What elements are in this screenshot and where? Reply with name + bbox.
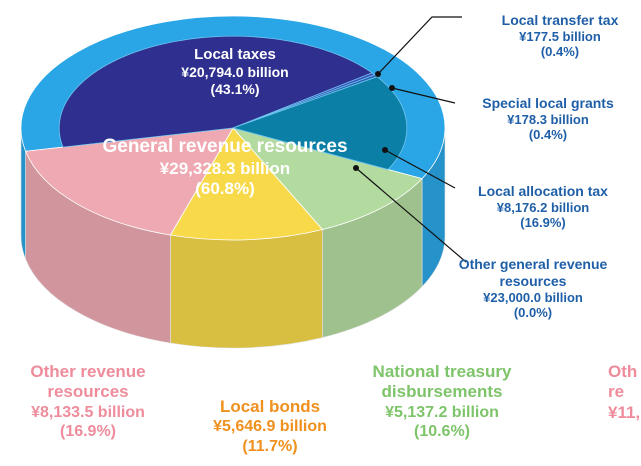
leader-line (391, 87, 456, 104)
slice-percent: (16.9%) (520, 215, 566, 231)
leader-dots (353, 71, 395, 171)
slice-label: Local taxes ¥20,794.0 billion (43.1%) (135, 46, 335, 98)
cropped-text: Oth (608, 362, 638, 381)
slice-percent: (11.7%) (242, 437, 298, 455)
slice-value: ¥5,646.9 billion (213, 418, 327, 436)
slice-value: ¥23,000.0 billion (483, 289, 583, 305)
slice-value: ¥177.5 billion (519, 28, 601, 44)
slice-name: Other revenue resources (30, 362, 146, 402)
pie-slice (231, 76, 408, 170)
slice-name: Local allocation tax (478, 183, 608, 199)
leader-line (384, 149, 456, 189)
group-label: General revenue resources ¥29,328.3 billi… (65, 136, 385, 200)
pie-side (170, 229, 323, 349)
slice-percent: (0.0%) (513, 305, 553, 321)
slice-label: Local allocation tax ¥8,176.2 billion (16.… (448, 183, 638, 231)
pie-slice (58, 35, 373, 148)
group-percent: (60.8%) (195, 179, 255, 199)
slice-value: ¥8,176.2 billion (496, 199, 590, 215)
slice-label: National treasury disbursements ¥5,137.2 … (347, 362, 537, 441)
slice-percent: (16.9%) (59, 422, 117, 440)
slice-name: Special local grants (482, 95, 614, 111)
slice-name: Other general revenue resources (458, 256, 608, 289)
cropped-text: ¥11, (608, 402, 641, 422)
slice-percent: (0.4%) (540, 44, 580, 60)
leader-dot (389, 85, 395, 91)
leader-dot (382, 147, 388, 153)
slice-name: Local bonds (219, 397, 321, 416)
leader-line (377, 16, 462, 75)
slice-label: Other general revenue resources ¥23,000.0… (458, 256, 608, 321)
group-name: General revenue resources (102, 136, 348, 157)
slice-value: ¥178.3 billion (507, 111, 589, 127)
cropped-text: re (608, 382, 625, 402)
leader-line (355, 167, 467, 263)
slice-percent: (10.6%) (413, 422, 471, 440)
slice-label: Special local grants ¥178.3 billion (0.4%) (453, 95, 641, 143)
pie-slice (169, 127, 324, 241)
slice-name: National treasury disbursements (372, 362, 512, 402)
slice-value: ¥5,137.2 billion (385, 403, 499, 421)
slice-percent: (0.4%) (528, 127, 568, 143)
slice-label: Other revenue resources ¥8,133.5 billion(… (8, 362, 168, 441)
pie-slice (25, 127, 234, 236)
group-value: ¥29,328.3 billion (159, 158, 291, 178)
pie-slice (231, 127, 423, 230)
slice-label: Local bonds ¥5,646.9 billion (11.7%) (180, 397, 360, 456)
cropped-label: Oth re ¥11, (608, 362, 641, 423)
slice-value: ¥20,794.0 billion (181, 64, 289, 80)
pie (20, 15, 446, 349)
slice-name: Local taxes (194, 46, 276, 63)
leader-dot (375, 71, 381, 77)
leader-lines (355, 16, 467, 263)
slice-percent: (43.1%) (210, 80, 260, 97)
slice-name: Local transfer tax (501, 12, 619, 28)
leader-dot (353, 165, 359, 171)
slice-value: ¥8,133.5 billion (31, 403, 145, 421)
slice-label: Local transfer tax ¥177.5 billion (0.4%) (475, 12, 641, 60)
